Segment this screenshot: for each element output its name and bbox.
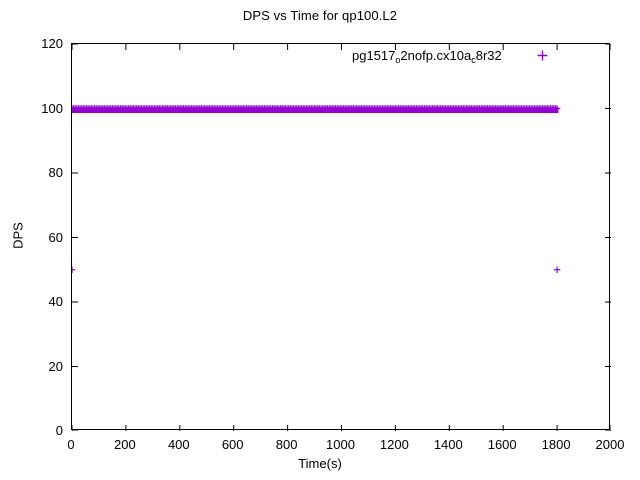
legend: pg1517o2nofp.cx10ac8r32: [352, 48, 562, 65]
x-axis-title: Time(s): [298, 456, 342, 471]
x-tick-label: 2000: [595, 437, 625, 452]
y-tick-label: 60: [48, 229, 63, 245]
x-tick-label: 0: [67, 437, 75, 452]
y-tick-label: 100: [41, 100, 63, 116]
x-tick-label: 1200: [379, 437, 409, 452]
x-tick-label: 600: [221, 437, 244, 452]
x-tick-label: 800: [275, 437, 298, 452]
x-tick-label: 400: [167, 437, 190, 452]
x-tick-label: 1600: [487, 437, 517, 452]
y-axis-title: DPS: [10, 222, 26, 249]
x-tick-label: 1000: [326, 437, 355, 452]
legend-key-plus-icon: [524, 49, 562, 62]
y-tick-label: 40: [48, 294, 63, 309]
plot-area: [71, 43, 611, 431]
x-tick-label: 1800: [541, 437, 571, 452]
y-tick-label: 120: [41, 36, 63, 51]
legend-entry-label: pg1517o2nofp.cx10ac8r32: [352, 48, 502, 65]
y-tick-label: 20: [48, 358, 63, 374]
x-tick-label: 1400: [433, 437, 463, 452]
plot-canvas: [72, 44, 611, 431]
y-tick-label: 0: [55, 423, 63, 438]
chart-title: DPS vs Time for qp100.L2: [242, 8, 398, 23]
x-tick-label: 200: [114, 437, 136, 452]
y-tick-label: 80: [48, 165, 63, 180]
